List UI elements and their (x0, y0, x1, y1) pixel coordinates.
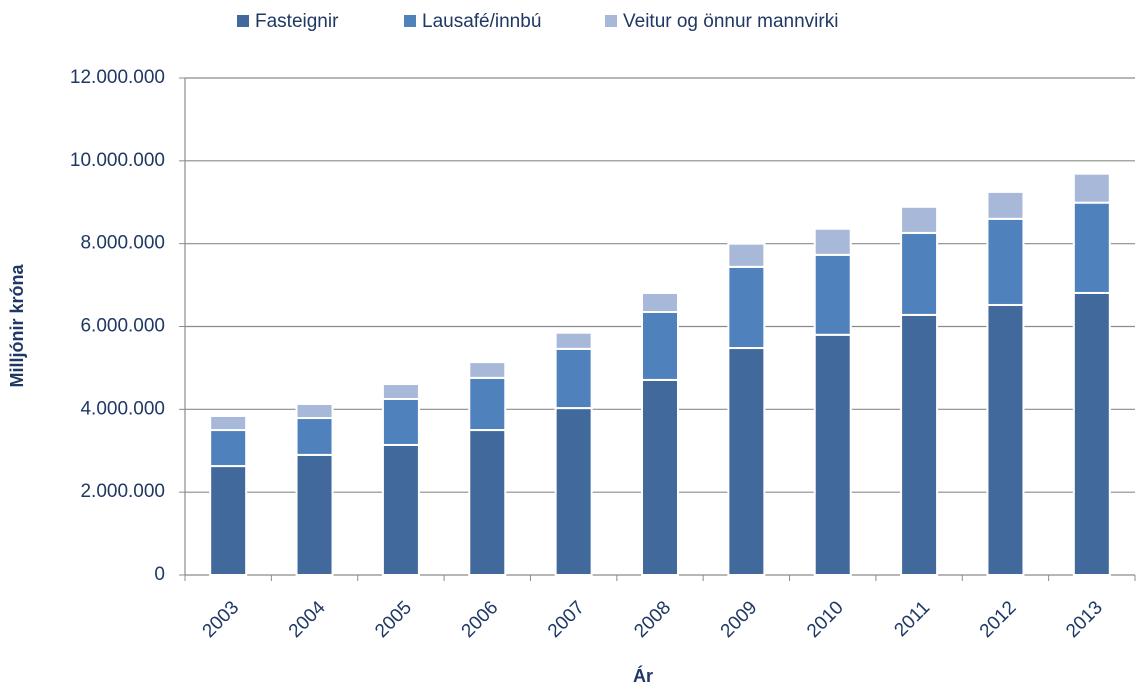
bar-segment (900, 205, 939, 234)
x-tick-label: 2007 (544, 597, 589, 642)
bar-segment (468, 361, 507, 379)
bar-segment (381, 383, 420, 400)
x-tick-label: 2005 (371, 597, 416, 642)
bar-segment (381, 443, 420, 576)
bar-segment (641, 291, 679, 314)
bar-segment (1072, 172, 1111, 204)
bar-segment (900, 231, 939, 316)
bar-segment (295, 402, 334, 420)
bar-segment (986, 217, 1025, 306)
bar-segment (554, 331, 593, 350)
bar-segment (813, 333, 852, 576)
legend-swatch (237, 15, 249, 27)
x-tick-label: 2004 (285, 597, 330, 642)
bar-segment (986, 190, 1025, 220)
legend-swatch (404, 15, 416, 27)
bar-segment (554, 407, 593, 576)
y-tick-label: 12.000.000 (70, 67, 165, 88)
bar-segment (641, 378, 679, 576)
bar-segment (727, 347, 766, 576)
x-tick-label: 2012 (976, 597, 1021, 642)
x-tick-label: 2013 (1062, 597, 1107, 642)
y-axis-title: Milljónir króna (7, 264, 27, 388)
bar-segment (209, 429, 248, 468)
bar-segment (209, 465, 248, 576)
x-tick-label: 2010 (803, 597, 848, 642)
bar-segment (900, 313, 939, 576)
y-tick-label: 0 (154, 564, 165, 585)
bar-segment (468, 376, 507, 432)
bar-segment (1072, 291, 1111, 576)
bar-segment (295, 417, 334, 456)
legend-swatch (605, 15, 617, 27)
bar-segment (381, 397, 420, 446)
legend-label: Fasteignir (255, 11, 339, 32)
y-tick-label: 6.000.000 (80, 316, 165, 337)
y-tick-label: 2.000.000 (80, 481, 165, 502)
legend-label: Lausafé/innbú (422, 11, 541, 32)
x-tick-label: 2011 (890, 597, 934, 641)
bar-segment (554, 347, 593, 410)
x-tick-label: 2003 (199, 597, 244, 642)
x-tick-label: 2006 (458, 597, 503, 642)
bar-segment (468, 429, 507, 576)
x-tick-label: 2008 (630, 597, 675, 642)
y-tick-label: 8.000.000 (80, 233, 165, 254)
bar-segment (295, 453, 334, 576)
bar-segment (813, 253, 852, 336)
x-axis-title: Ár (633, 665, 653, 686)
x-tick-label: 2009 (717, 597, 762, 642)
legend-label: Veitur og önnur mannvirki (623, 11, 838, 32)
y-tick-label: 4.000.000 (80, 398, 165, 419)
bar-segment (986, 303, 1025, 576)
bar-segment (727, 265, 766, 350)
bar-segment (209, 414, 248, 432)
bar-segment (813, 227, 852, 256)
bar-segment (727, 242, 766, 268)
y-tick-label: 10.000.000 (70, 150, 165, 171)
bar-segment (641, 311, 679, 381)
bar-segment (1072, 201, 1111, 294)
